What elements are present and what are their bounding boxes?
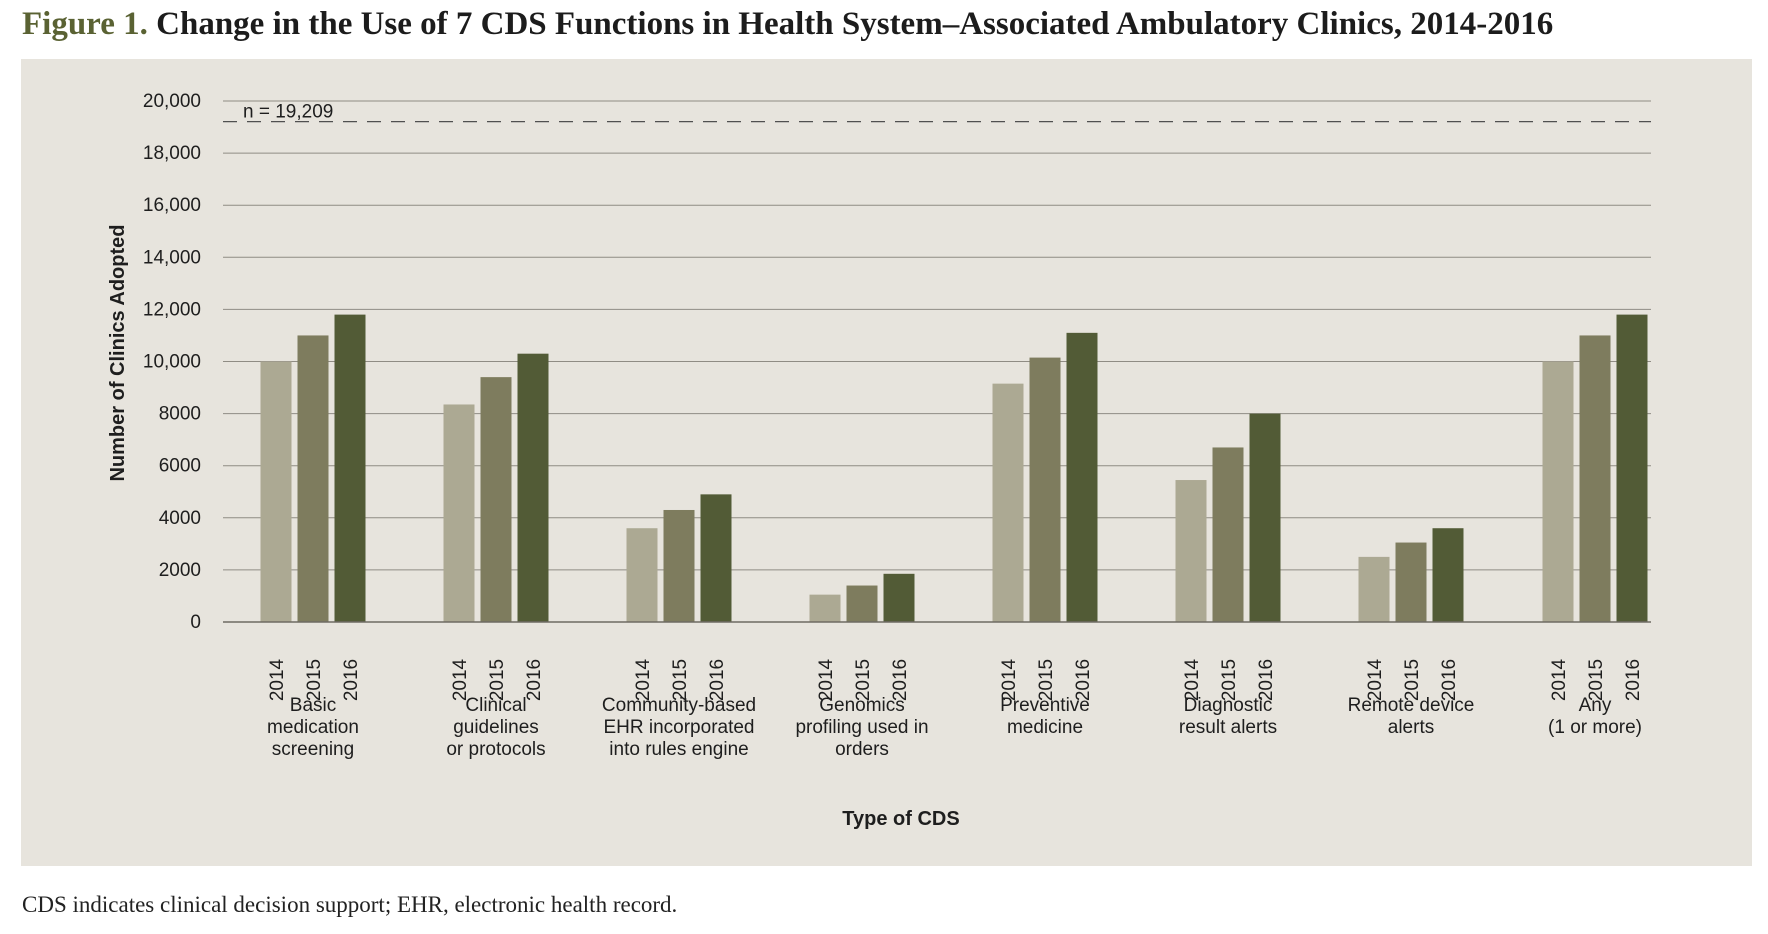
year-tick-label: 2014 xyxy=(267,658,288,701)
category-label: Clinical xyxy=(465,695,526,716)
year-tick-label: 2016 xyxy=(524,659,545,701)
bar-2016 xyxy=(700,494,732,622)
category-label: (1 or more) xyxy=(1548,717,1642,738)
year-tick-label: 2015 xyxy=(670,659,691,701)
chart-panel: 0 2000 4000 6000 8000 10,000 12,000 14,000 16,00… xyxy=(21,59,1752,866)
y-tick-label: 8000 xyxy=(159,404,201,425)
figure-title: Figure 1. Change in the Use of 7 CDS Fun… xyxy=(22,6,1762,43)
year-tick-label: 2014 xyxy=(1549,658,1570,701)
category-label: into rules engine xyxy=(609,739,748,760)
year-tick-label: 2016 xyxy=(890,659,911,701)
category-label: Any xyxy=(1579,695,1612,716)
y-tick-label: 16,000 xyxy=(143,195,201,216)
category-label: guidelines xyxy=(453,717,539,738)
year-tick-label: 2016 xyxy=(1073,659,1094,701)
year-tick-label: 2015 xyxy=(304,659,325,701)
year-tick-label: 2015 xyxy=(1586,659,1607,701)
bar-2014 xyxy=(260,361,292,622)
bar-2014 xyxy=(1358,556,1390,622)
bar-chart: 0 2000 4000 6000 8000 10,000 12,000 14,000 16,00… xyxy=(107,91,1651,830)
bar-2015 xyxy=(1579,335,1611,622)
category-label: Diagnostic xyxy=(1184,695,1273,716)
y-tick-label: 10,000 xyxy=(143,352,201,373)
bar-2016 xyxy=(1616,314,1648,622)
year-tick-label: 2014 xyxy=(1365,658,1386,701)
bar-2014 xyxy=(992,383,1024,622)
year-tick-label: 2016 xyxy=(341,659,362,701)
y-tick-label: 18,000 xyxy=(143,143,201,164)
bar-2015 xyxy=(297,335,329,622)
category-label: Community-based xyxy=(602,695,756,716)
y-tick-label: 2000 xyxy=(159,560,201,581)
year-tick-label: 2014 xyxy=(999,658,1020,701)
year-tick-label: 2015 xyxy=(1036,659,1057,701)
bar-2015 xyxy=(1212,447,1244,622)
category-label: Genomics xyxy=(819,695,905,716)
category-label: or protocols xyxy=(446,739,545,760)
footnote: CDS indicates clinical decision support;… xyxy=(22,892,678,917)
figure-label: Figure 1. xyxy=(22,6,148,42)
y-tick-label: 20,000 xyxy=(143,91,201,112)
y-tick-label: 4000 xyxy=(159,508,201,529)
category-label: medicine xyxy=(1007,717,1083,738)
category-label: orders xyxy=(835,739,889,760)
bar-2014 xyxy=(809,594,841,622)
bar-2016 xyxy=(1432,528,1464,622)
x-axis-title: Type of CDS xyxy=(842,808,959,830)
bar-2015 xyxy=(846,585,878,622)
year-tick-label: 2014 xyxy=(633,658,654,701)
year-tick-label: 2016 xyxy=(1623,659,1644,701)
reference-line-label: n = 19,209 xyxy=(243,102,333,123)
y-tick-label: 0 xyxy=(190,612,201,633)
category-label: Preventive xyxy=(1000,695,1090,716)
year-tick-label: 2016 xyxy=(1439,659,1460,701)
y-tick-label: 12,000 xyxy=(143,299,201,320)
bar-2015 xyxy=(663,509,695,622)
year-tick-label: 2014 xyxy=(816,658,837,701)
y-axis-title: Number of Clinics Adopted xyxy=(107,224,129,481)
category-label: Basic xyxy=(290,695,336,716)
category-label: EHR incorporated xyxy=(603,717,754,738)
bar-2015 xyxy=(480,377,512,622)
bar-2015 xyxy=(1029,357,1061,622)
bar-2016 xyxy=(334,314,366,622)
bar-2014 xyxy=(443,404,475,622)
bar-2016 xyxy=(1249,413,1281,622)
category-label: profiling used in xyxy=(795,717,928,738)
year-tick-label: 2014 xyxy=(1182,658,1203,701)
year-tick-label: 2014 xyxy=(450,658,471,701)
y-tick-label: 14,000 xyxy=(143,247,201,268)
year-tick-label: 2016 xyxy=(1256,659,1277,701)
bar-2016 xyxy=(517,353,549,622)
year-tick-label: 2015 xyxy=(1402,659,1423,701)
category-label: Remote device xyxy=(1348,695,1475,716)
bar-2016 xyxy=(1066,332,1098,622)
year-tick-label: 2015 xyxy=(1219,659,1240,701)
category-label: medication xyxy=(267,717,359,738)
bar-2014 xyxy=(1542,361,1574,622)
bar-2016 xyxy=(883,573,915,622)
bar-2014 xyxy=(1175,480,1207,622)
figure-title-text: Change in the Use of 7 CDS Functions in … xyxy=(156,6,1554,42)
category-label: alerts xyxy=(1388,717,1434,738)
bar-2015 xyxy=(1395,542,1427,622)
category-label: screening xyxy=(272,739,354,760)
year-tick-label: 2015 xyxy=(853,659,874,701)
y-tick-label: 6000 xyxy=(159,456,201,477)
year-tick-label: 2015 xyxy=(487,659,508,701)
year-tick-label: 2016 xyxy=(707,659,728,701)
category-label: result alerts xyxy=(1179,717,1277,738)
bar-2014 xyxy=(626,528,658,622)
